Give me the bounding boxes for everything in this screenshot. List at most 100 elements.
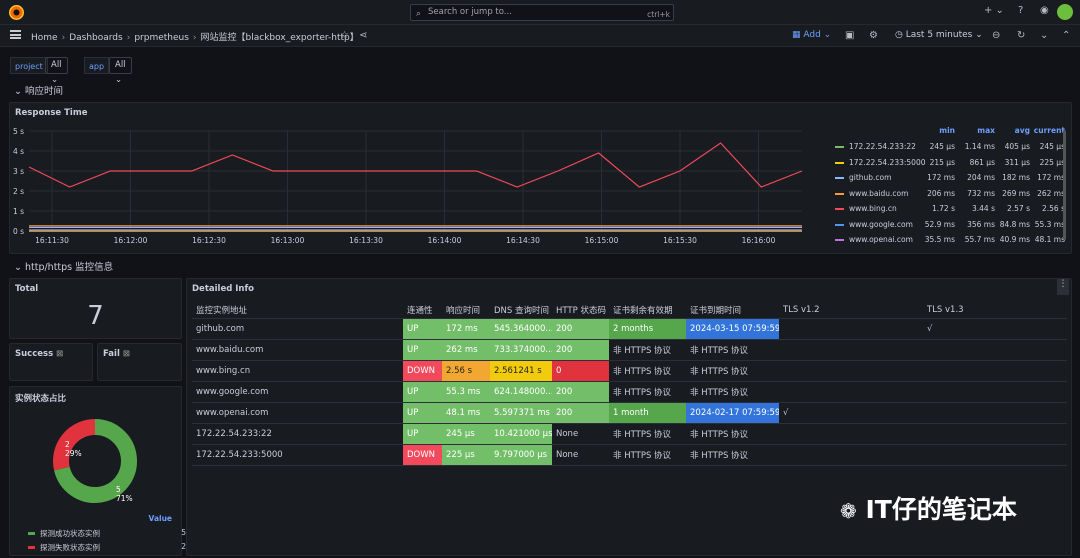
column-header[interactable]: DNS 查询时间 xyxy=(490,302,552,319)
fail-panel: Fail ⊠ xyxy=(97,343,182,381)
legend-item[interactable]: www.google.com 52.9 ms 356 ms 84.8 ms 55.3 m… xyxy=(825,218,1065,233)
legend-current: 55.3 ms xyxy=(1034,219,1065,229)
table-cell: 非 HTTPS 协议 xyxy=(686,339,779,361)
column-header[interactable]: 监控实例地址 xyxy=(192,302,403,319)
legend-item[interactable]: github.com 172 ms 204 ms 182 ms 172 ms xyxy=(825,171,1065,186)
table-cell: DOWN xyxy=(403,444,442,466)
variable-select-app[interactable]: All ⌄ xyxy=(109,57,132,85)
breadcrumb-home[interactable]: Home xyxy=(31,33,58,43)
rss-icon[interactable]: ◉ xyxy=(1040,5,1049,16)
legend-swatch xyxy=(835,192,844,195)
x-tick-label: 16:14:30 xyxy=(506,236,540,245)
menu-icon[interactable] xyxy=(10,30,21,39)
settings-gear-icon[interactable]: ⚙ xyxy=(869,30,878,41)
row-toggle-response[interactable]: ⌄ 响应时间 xyxy=(14,86,63,97)
legend-item[interactable]: www.openai.com 35.5 ms 55.7 ms 40.9 ms 48.1 … xyxy=(825,233,1065,248)
legend-current: 225 µs xyxy=(1039,157,1065,167)
legend-item[interactable]: www.bing.cn 1.72 s 3.44 s 2.57 s 2.56 s xyxy=(825,202,1065,217)
table-cell: UP xyxy=(403,318,442,340)
legend-header[interactable]: current xyxy=(1033,126,1065,135)
table-cell: 5.597371 ms xyxy=(490,402,552,424)
share-icon[interactable]: ⋖ xyxy=(359,30,368,41)
column-header[interactable]: 证书到期时间 xyxy=(686,302,779,319)
collapse-chevron-icon[interactable]: ⌃ xyxy=(1062,30,1071,41)
table-cell: 0 xyxy=(552,360,609,382)
x-tick-label: 16:14:00 xyxy=(428,236,462,245)
table-cell: UP xyxy=(403,381,442,403)
row-toggle-http[interactable]: ⌄ http/https 监控信息 xyxy=(14,262,114,273)
time-range-picker[interactable]: ◷ Last 5 minutes ⌄ xyxy=(895,30,983,40)
legend-max: 1.14 ms xyxy=(964,142,995,151)
legend-scrollbar[interactable] xyxy=(1063,130,1066,240)
table-cell: 非 HTTPS 协议 xyxy=(686,423,779,445)
legend-header[interactable]: max xyxy=(977,126,995,135)
breadcrumb-folder[interactable]: prpmetheus xyxy=(134,33,189,43)
legend-current: 172 ms xyxy=(1037,173,1065,182)
table-cell: 非 HTTPS 协议 xyxy=(686,360,779,382)
table-row: www.google.com UP 55.3 ms 624.148000... 200 非… xyxy=(192,381,1067,403)
table-cell: 10.421000 µs xyxy=(490,423,552,445)
table-cell: 1 month xyxy=(609,402,686,424)
table-cell: github.com xyxy=(192,318,403,340)
table-cell: 172.22.54.233:22 xyxy=(192,423,403,445)
legend-swatch xyxy=(835,146,844,148)
legend-header[interactable]: min xyxy=(939,126,955,135)
star-icon[interactable]: ☆ xyxy=(340,30,349,41)
legend-swatch xyxy=(835,223,844,226)
table-cell: 200 xyxy=(552,339,609,361)
no-data-icon: ⊠ xyxy=(122,349,130,359)
new-plus-icon[interactable]: + ⌄ xyxy=(984,5,1004,16)
add-label: Add xyxy=(803,30,821,40)
series-line[interactable] xyxy=(28,142,803,188)
refresh-interval-chevron-icon[interactable]: ⌄ xyxy=(1040,30,1049,41)
legend-min: 52.9 ms xyxy=(924,219,955,229)
table-cell: DOWN xyxy=(403,360,442,382)
table-cell xyxy=(923,360,1067,382)
table-cell xyxy=(923,339,1067,361)
grafana-logo-icon[interactable] xyxy=(9,5,24,20)
table-cell: www.baidu.com xyxy=(192,339,403,361)
pie-slice[interactable] xyxy=(53,419,96,471)
table-cell: 非 HTTPS 协议 xyxy=(609,381,686,403)
table-cell xyxy=(779,381,923,403)
avatar[interactable] xyxy=(1057,4,1073,20)
table-cell: 200 xyxy=(552,402,609,424)
breadcrumb-dashboards[interactable]: Dashboards xyxy=(69,33,123,43)
column-header[interactable]: 连通性 xyxy=(403,302,442,319)
legend-current: 48.1 ms xyxy=(1034,235,1065,244)
legend-name: 探测成功状态实例 xyxy=(40,529,100,538)
table-cell: UP xyxy=(403,339,442,361)
table-cell: 非 HTTPS 协议 xyxy=(686,381,779,403)
column-header[interactable]: TLS v1.2 xyxy=(779,302,923,319)
add-button[interactable]: ▦ Add ⌄ xyxy=(792,30,832,40)
x-tick-label: 16:15:30 xyxy=(663,236,697,245)
legend-item[interactable]: 172.22.54.233:5000 215 µs 861 µs 311 µs 225 … xyxy=(825,156,1065,171)
legend-swatch xyxy=(835,161,844,164)
legend-item[interactable]: 172.22.54.233:22 245 µs 1.14 ms 405 µs 245 µ… xyxy=(825,140,1065,155)
table-cell xyxy=(779,360,923,382)
pie-label-fail: 2 29% xyxy=(65,440,82,458)
legend-header[interactable]: avg xyxy=(1014,126,1030,135)
refresh-icon[interactable]: ↻ xyxy=(1017,30,1026,41)
legend-swatch xyxy=(835,177,844,179)
help-icon[interactable]: ? xyxy=(1018,5,1024,16)
column-header[interactable]: 证书剩余有效期 xyxy=(609,302,686,319)
table-cell: 2024-03-15 07:59:59 xyxy=(686,318,779,340)
legend-item[interactable]: www.baidu.com 206 ms 732 ms 269 ms 262 ms xyxy=(825,187,1065,202)
save-icon[interactable]: ▣ xyxy=(845,30,855,41)
column-header[interactable]: TLS v1.3 xyxy=(923,302,1067,319)
table-cell xyxy=(779,318,923,340)
column-header[interactable]: HTTP 状态码 xyxy=(552,302,609,319)
time-range-label: Last 5 minutes xyxy=(905,30,973,40)
table-cell: 545.364000... xyxy=(490,318,552,340)
search-input[interactable]: ⌕ Search or jump to... ctrl+k xyxy=(410,4,674,21)
column-header[interactable]: 响应时间 xyxy=(442,302,490,319)
panel-menu-icon[interactable]: ⋮ xyxy=(1057,279,1069,295)
table-cell: UP xyxy=(403,423,442,445)
pie-slice[interactable] xyxy=(54,419,137,503)
x-tick-label: 16:13:30 xyxy=(349,236,383,245)
zoom-out-icon[interactable]: ⊖ xyxy=(992,30,1001,41)
table-cell: www.openai.com xyxy=(192,402,403,424)
variable-select-project[interactable]: All ⌄ xyxy=(45,57,68,85)
y-tick-label: 3 s xyxy=(13,167,24,176)
